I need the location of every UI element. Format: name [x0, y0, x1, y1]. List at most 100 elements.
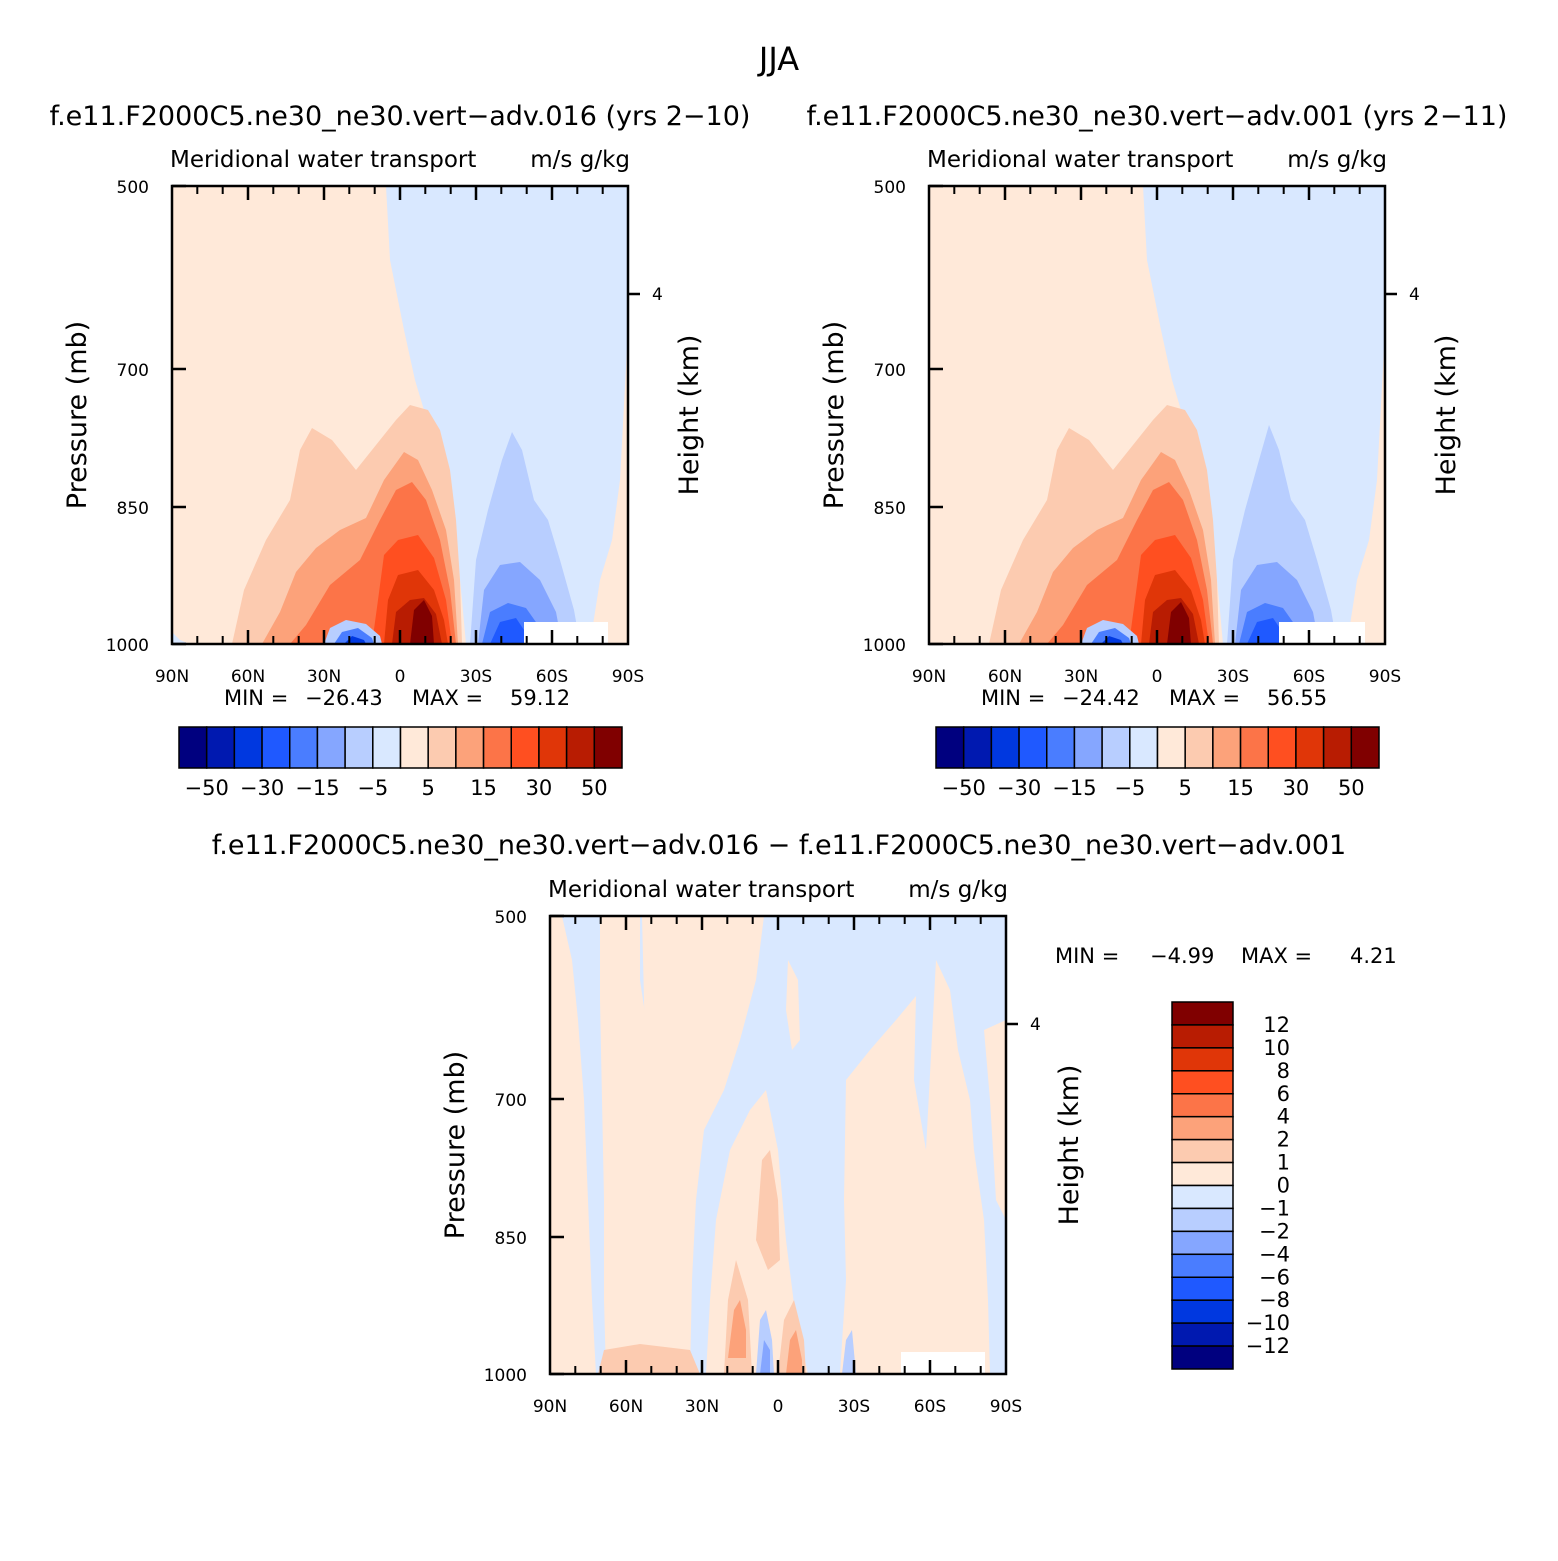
colorbar-swatch: [455, 726, 485, 769]
panel-b-x-major-ticks: [1003, 186, 1311, 644]
panel-a-neg-band-20: [490, 618, 526, 644]
panel-a-minmax: MIN = −26.43 MAX = 59.12: [224, 686, 570, 710]
panel-c-xtick-label: 30S: [838, 1397, 870, 1417]
panel-c-title: f.e11.F2000C5.ne30_ne30.vert−adv.016 − f…: [212, 830, 1347, 861]
panel-c-field: [550, 916, 1006, 1374]
panel-a-ytick-label: 1000: [106, 636, 149, 656]
panel-a-neg-left-strip: [172, 632, 190, 644]
colorbar-swatch: [1171, 1070, 1234, 1095]
panel-b-minmax: MIN = −24.42 MAX = 56.55: [981, 686, 1327, 710]
panel-a-ytick-label: 500: [117, 178, 149, 198]
colorbar-tick-label: 15: [470, 776, 497, 800]
panel-a-right-tick-label: 4: [652, 285, 663, 305]
colorbar-tick-label: 2: [1277, 1128, 1290, 1152]
colorbar-tick-label: 0: [1277, 1174, 1290, 1198]
panel-a-xtick-label: 60N: [231, 667, 265, 687]
panel-a-y-ticks: [172, 184, 640, 646]
panel-b-band-50: [1167, 602, 1191, 644]
panel-a-x-axis: 90N 60N 30N 0 30S 60S 90S: [155, 186, 644, 687]
panel-a-max-label: MAX =: [412, 686, 483, 710]
panel-c-ytick-label: 850: [495, 1229, 527, 1249]
panel-a-missing-region: [524, 622, 608, 644]
colorbar-swatch: [1101, 726, 1131, 769]
colorbar-swatch: [205, 726, 236, 769]
panel-c-missing-region: [901, 1352, 985, 1374]
panel-c-variable-label: Meridional water transport: [548, 877, 854, 903]
panel-c-units-label: m/s g/kg: [908, 877, 1008, 903]
panel-b-missing-region: [1279, 622, 1365, 644]
colorbar-tick-label: 5: [422, 776, 435, 800]
colorbar-swatch: [1171, 1047, 1234, 1072]
panel-c-band-2: [728, 1300, 746, 1358]
colorbar-swatch: [289, 726, 319, 769]
panel-b-title: f.e11.F2000C5.ne30_ne30.vert−adv.001 (yr…: [807, 101, 1508, 132]
colorbar-swatch: [316, 726, 346, 769]
panel-b-right-axis-label: Height (km): [1431, 335, 1462, 496]
colorbar-swatch: [1267, 726, 1297, 769]
panel-c-ytick-label: 1000: [484, 1366, 527, 1386]
colorbar-swatch: [1171, 1276, 1234, 1301]
colorbar-tick-label: 50: [581, 776, 608, 800]
colorbar-swatch: [1171, 1322, 1234, 1347]
panel-a-ytick-label: 700: [117, 361, 149, 381]
colorbar-tick-label: −12: [1246, 1334, 1290, 1358]
colorbar-swatch: [1171, 1115, 1234, 1141]
panel-c-x-major-ticks: [624, 916, 932, 1374]
colorbar-swatch: [1156, 726, 1186, 769]
panel-c-min-label: MIN =: [1055, 944, 1119, 968]
panel-c-positive-patch: [550, 916, 596, 1374]
panel-b: f.e11.F2000C5.ne30_ne30.vert−adv.001 (yr…: [807, 101, 1508, 800]
colorbar-tick-label: −4: [1259, 1242, 1290, 1266]
panel-c-neg-band-1: [842, 1330, 856, 1374]
colorbar-swatch: [482, 726, 512, 769]
panel-a-xtick-label: 60S: [536, 667, 568, 687]
colorbar-tick-label: −8: [1259, 1288, 1290, 1312]
panel-c-band-2: [786, 1330, 802, 1374]
panel-a-min-value: −26.43: [305, 686, 383, 710]
panel-c-neg-band-2: [760, 1340, 770, 1374]
panel-c-positive-patch: [642, 916, 764, 1374]
panel-b-max-label: MAX =: [1169, 686, 1240, 710]
colorbar-swatch: [510, 726, 540, 769]
colorbar-swatch: [1171, 1093, 1234, 1118]
panel-a: f.e11.F2000C5.ne30_ne30.vert−adv.016 (yr…: [50, 101, 751, 800]
colorbar-swatch: [344, 726, 374, 769]
panel-c-positive-patch: [786, 960, 800, 1050]
panel-b-ytick-label: 700: [874, 361, 906, 381]
colorbar-swatch: [935, 726, 965, 769]
colorbar-tick-label: 5: [1179, 776, 1192, 800]
panel-a-xtick-label: 30S: [460, 667, 492, 687]
panel-b-y-ticks: [929, 184, 1397, 646]
panel-b-right-tick-label: 4: [1409, 285, 1420, 305]
panel-b-xtick-label: 90N: [912, 667, 946, 687]
colorbar-swatch: [1184, 726, 1214, 769]
colorbar-tick-label: 30: [1283, 776, 1310, 800]
colorbar-tick-label: −5: [1114, 776, 1145, 800]
figure-title: JJA: [757, 40, 799, 78]
colorbar-tick-label: 4: [1277, 1105, 1290, 1129]
panel-b-max-value: 56.55: [1267, 686, 1327, 710]
panel-c-band-1: [598, 1344, 700, 1374]
panel-a-right-axis-label: Height (km): [674, 335, 705, 496]
panel-a-y-axis-label: Pressure (mb): [62, 321, 93, 509]
panel-b-positive-strip: [1347, 330, 1385, 644]
panel-c-xtick-label: 90S: [990, 1397, 1022, 1417]
panel-b-units-label: m/s g/kg: [1287, 147, 1387, 173]
panel-c-ytick-label: 500: [495, 908, 527, 928]
colorbar-swatch: [178, 726, 208, 769]
colorbar-tick-label: −5: [357, 776, 388, 800]
panel-c-y-axis: 500 700 850 1000 4 Pressure (mb) Height …: [440, 908, 1085, 1386]
panel-b-xtick-label: 0: [1152, 667, 1163, 687]
colorbar-swatch: [1073, 726, 1103, 769]
colorbar-swatch: [261, 726, 291, 769]
colorbar-swatch: [1171, 1138, 1234, 1164]
colorbar-tick-label: 8: [1277, 1059, 1290, 1083]
panel-b-ytick-label: 1000: [863, 636, 906, 656]
colorbar-swatch: [1212, 726, 1242, 769]
colorbar-swatch: [1171, 1001, 1234, 1026]
colorbar-tick-label: 50: [1338, 776, 1365, 800]
panel-c-band-1: [756, 1150, 780, 1270]
panel-a-x-minor-ticks: [196, 186, 604, 644]
panel-b-x-minor-ticks: [953, 186, 1361, 644]
panel-a-x-major-ticks: [246, 186, 554, 644]
